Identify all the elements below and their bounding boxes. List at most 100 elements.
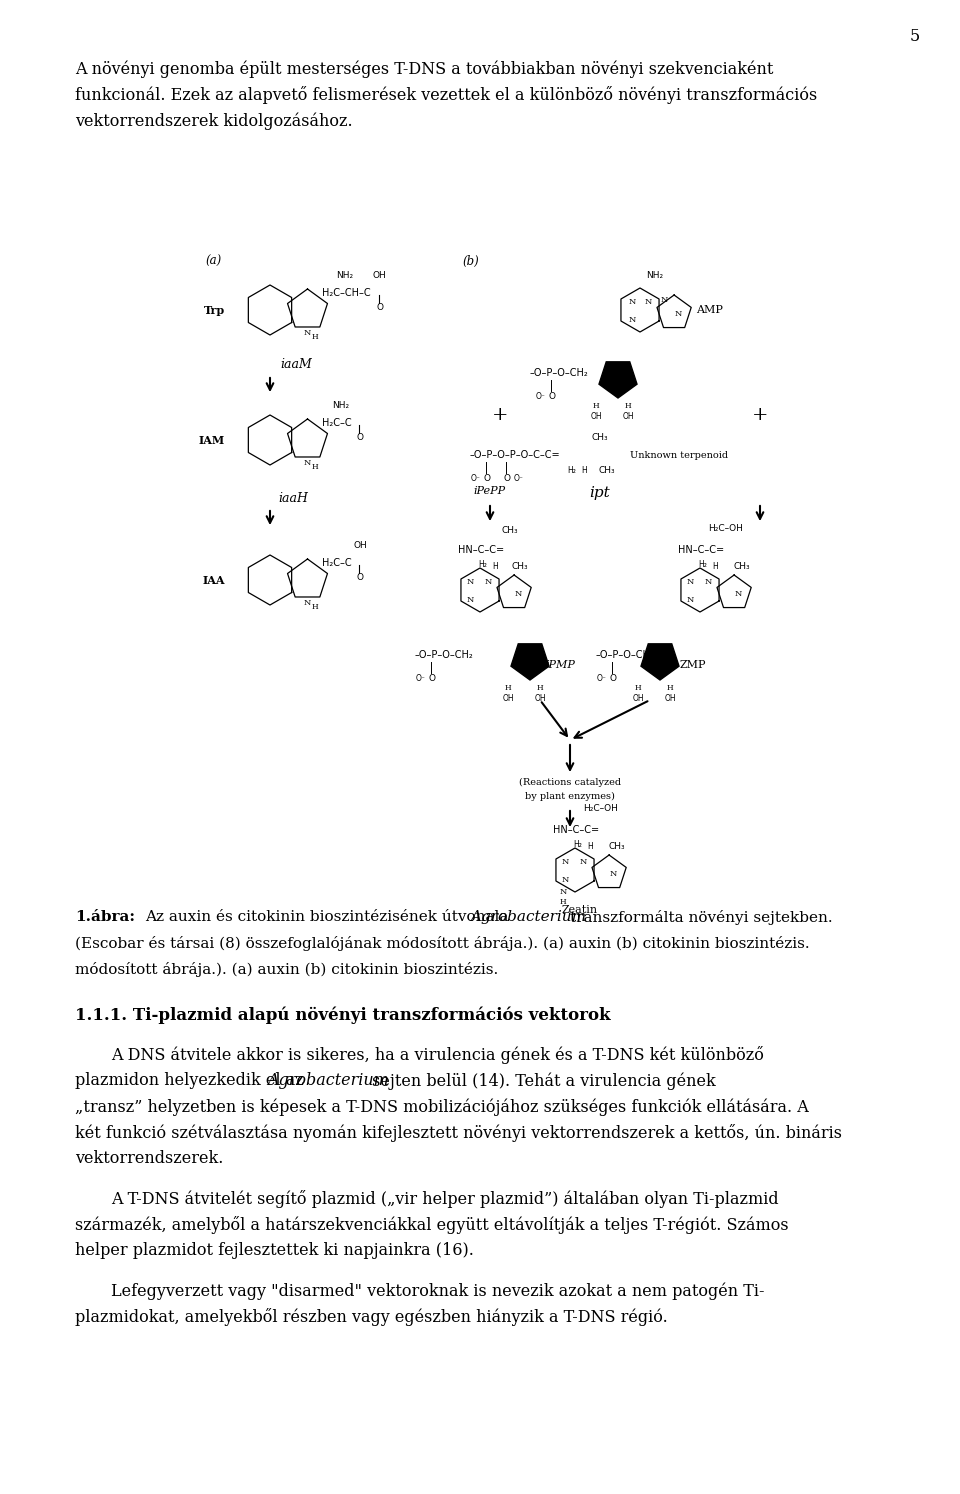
Text: CH₃: CH₃ [512,562,528,571]
Text: plazmidon helyezkedik el az: plazmidon helyezkedik el az [75,1073,309,1089]
Text: 1.1.1. Ti-plazmid alapú növényi transzformációs vektorok: 1.1.1. Ti-plazmid alapú növényi transzfo… [75,1005,611,1023]
Text: H₂C–CH–C: H₂C–CH–C [323,288,371,299]
Text: –O–P–O–CH₂: –O–P–O–CH₂ [530,368,588,378]
Text: Agrobacterium: Agrobacterium [470,910,587,923]
Text: N: N [675,309,682,318]
Text: N: N [644,297,652,306]
Text: IAM: IAM [199,435,225,445]
Text: H: H [492,562,498,571]
Text: transzformálta növényi sejtekben.: transzformálta növényi sejtekben. [570,910,832,925]
Text: H: H [311,463,318,471]
Text: H: H [505,684,512,692]
Text: vektorrendszerek.: vektorrendszerek. [75,1150,224,1167]
Text: OH: OH [664,695,676,704]
Text: by plant enzymes): by plant enzymes) [525,792,615,801]
Text: N: N [484,578,492,586]
Text: Zeatin: Zeatin [562,905,598,914]
Text: N: N [610,870,616,878]
Polygon shape [599,362,637,397]
Text: „transz” helyzetben is képesek a T-DNS mobilizációjához szükséges funkciók ellát: „transz” helyzetben is képesek a T-DNS m… [75,1098,808,1116]
Text: HN–C–C=: HN–C–C= [458,545,504,554]
Text: N: N [734,590,742,598]
Text: CH₃: CH₃ [599,466,615,475]
Text: A növényi genomba épült mesterséges T-DNS a továbbiakban növényi szekvenciaként: A növényi genomba épült mesterséges T-DN… [75,60,774,78]
Text: N: N [660,296,668,303]
Polygon shape [511,644,549,680]
Text: vektorrendszerek kidolgozásához.: vektorrendszerek kidolgozásához. [75,112,352,130]
Text: 5: 5 [910,28,920,45]
Text: H: H [666,684,673,692]
Text: O⁻: O⁻ [471,474,481,483]
Text: N: N [705,578,711,586]
Text: Trp: Trp [204,305,225,315]
Text: (Escobar és társai (8) összefoglalójának módosított ábrája.). (a) auxin (b) cito: (Escobar és társai (8) összefoglalójának… [75,937,809,952]
Text: OH: OH [502,695,514,704]
Text: (b): (b) [462,255,479,267]
Text: Lefegyverzett vagy "disarmed" vektoroknak is nevezik azokat a nem patogén Ti-: Lefegyverzett vagy "disarmed" vektorokna… [111,1282,764,1300]
Text: N: N [515,590,522,598]
Text: iPMP: iPMP [545,660,575,669]
Text: H: H [537,684,543,692]
Text: H₂: H₂ [699,560,708,569]
Text: CH₃: CH₃ [502,526,518,535]
Text: CH₃: CH₃ [591,433,609,442]
Text: H: H [588,843,593,852]
Text: OH: OH [534,695,546,704]
Text: H₂C–C: H₂C–C [323,418,351,429]
Text: sejten belül (14). Tehát a virulencia gének: sejten belül (14). Tehát a virulencia gé… [367,1073,716,1089]
Text: ZMP: ZMP [680,660,707,669]
Text: módosított ábrája.). (a) auxin (b) citokinin bioszintézis.: módosított ábrája.). (a) auxin (b) citok… [75,962,498,977]
Text: H: H [311,604,318,611]
Text: N: N [560,887,566,896]
Text: O: O [503,474,511,483]
Text: O: O [679,651,685,659]
Text: O⁻: O⁻ [597,674,607,683]
Text: H: H [592,402,599,409]
Text: OH: OH [353,541,367,550]
Text: O: O [428,674,436,683]
Text: +: + [752,406,768,424]
Text: 1.ábra:: 1.ábra: [75,910,135,923]
Text: H: H [635,684,641,692]
Text: (Reactions catalyzed: (Reactions catalyzed [519,778,621,787]
Text: N: N [467,578,473,586]
Text: O: O [636,369,643,376]
Text: H₂: H₂ [573,840,583,849]
Text: Unknown terpenoid: Unknown terpenoid [630,451,728,460]
Text: OH: OH [590,412,602,421]
Text: Az auxin és citokinin bioszintézisének útvonala: Az auxin és citokinin bioszintézisének ú… [145,910,509,923]
Text: (a): (a) [205,255,221,267]
Text: IAA: IAA [203,575,225,586]
Text: A T-DNS átvitelét segítő plazmid („vir helper plazmid”) általában olyan Ti-plazm: A T-DNS átvitelét segítő plazmid („vir h… [111,1191,779,1209]
Text: O⁻: O⁻ [416,674,426,683]
Text: N: N [579,858,587,867]
Text: OH: OH [633,695,644,704]
Text: H₂: H₂ [479,560,488,569]
Text: N: N [628,317,636,324]
Text: N: N [686,578,694,586]
Text: N: N [562,858,568,867]
Text: HN–C–C=: HN–C–C= [678,545,724,554]
Text: OH: OH [622,412,634,421]
Text: funkcionál. Ezek az alapvető felismerések vezettek el a különböző növényi transz: funkcionál. Ezek az alapvető felismerése… [75,87,817,105]
Text: N: N [686,596,694,604]
Text: O: O [357,433,364,442]
Text: AMP: AMP [696,305,723,315]
Text: H₂: H₂ [567,466,576,475]
Text: származék, amelyből a határszekvenciákkal együtt eltávolítják a teljes T-régiót.: származék, amelyből a határszekvenciákka… [75,1216,788,1234]
Text: O: O [610,674,616,683]
Text: H: H [625,402,632,409]
Text: O: O [376,303,384,312]
Text: N: N [467,596,473,604]
Text: két funkció szétválasztása nyomán kifejlesztett növényi vektorrendszerek a kettő: két funkció szétválasztása nyomán kifejl… [75,1123,842,1141]
Text: NH₂: NH₂ [331,402,348,411]
Text: –O–P–O–P–O–C–C=: –O–P–O–P–O–C–C= [470,450,561,460]
Text: O⁻: O⁻ [536,391,546,400]
Text: O: O [357,574,364,583]
Text: H: H [311,333,318,341]
Text: N: N [628,297,636,306]
Text: H₂C–OH: H₂C–OH [584,804,618,813]
Text: O: O [549,651,555,659]
Text: N: N [562,875,568,884]
Text: Agrobacterium: Agrobacterium [267,1073,389,1089]
